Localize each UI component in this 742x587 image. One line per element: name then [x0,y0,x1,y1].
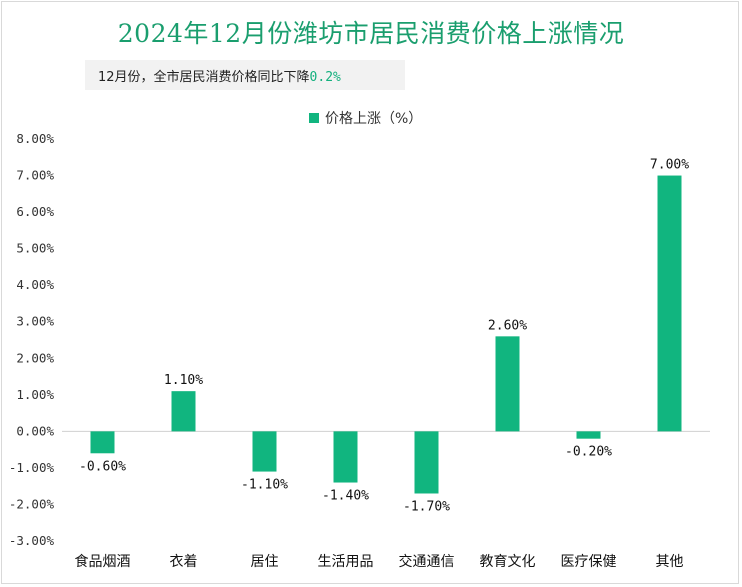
bar [333,431,358,483]
category-label: 衣着 [170,554,198,570]
bar [657,175,682,432]
note-value: 0.2% [309,70,341,85]
data-label: -1.70% [403,499,450,514]
category-label: 生活用品 [318,554,374,570]
note-text: 12月份，全市居民消费价格同比下降0.2% [98,66,341,85]
legend: 价格上涨（%） [309,108,422,128]
bar [171,391,196,432]
category-label: 其他 [656,554,684,570]
bar [414,431,439,494]
note-prefix: 12月份，全市居民消费价格同比下降 [98,70,310,85]
data-label: -1.10% [241,478,288,493]
data-label: 1.10% [164,373,203,388]
y-tick-label: 6.00% [16,204,54,219]
category-label: 交通通信 [399,553,455,570]
category-label: 教育文化 [480,554,536,570]
y-tick-label: 5.00% [16,241,54,256]
y-tick-label: 4.00% [16,277,54,292]
y-tick-label: 2.00% [16,350,54,365]
y-tick-label: -3.00% [9,533,55,548]
chart-title: 2024年12月份潍坊市居民消费价格上涨情况 [117,19,625,48]
y-tick-label: 3.00% [16,314,54,329]
y-tick-label: 7.00% [16,168,54,183]
data-label: -0.20% [565,445,612,460]
bar [252,431,277,472]
y-tick-label: -2.00% [9,496,55,511]
category-label: 医疗保健 [561,554,617,570]
data-label: 2.60% [488,318,527,333]
bar [90,431,115,454]
y-tick-label: 0.00% [16,423,54,438]
bar [576,431,601,439]
y-tick-label: 1.00% [16,387,54,402]
category-label: 居住 [251,554,279,570]
data-label: 7.00% [650,158,689,173]
y-tick-label: -1.00% [9,460,55,475]
data-label: -0.60% [79,459,126,474]
data-label: -1.40% [322,489,369,504]
category-label: 食品烟酒 [75,553,131,570]
note-box [85,60,405,90]
y-tick-label: 8.00% [16,131,54,146]
bar [495,336,520,432]
legend-label: 价格上涨（%） [325,111,423,127]
legend-swatch [309,113,319,123]
